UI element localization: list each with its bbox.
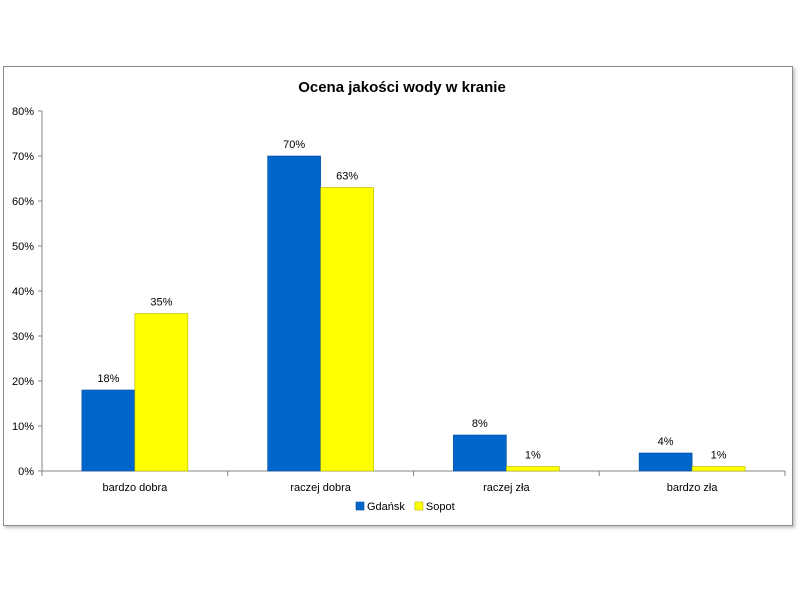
bars: [81, 155, 746, 472]
legend-label: Gdańsk: [367, 501, 405, 513]
legend-swatch: [414, 501, 424, 511]
data-label: 8%: [472, 418, 488, 430]
data-label: 18%: [97, 373, 119, 385]
category-label: bardzo zła: [667, 482, 719, 494]
chart-title: Ocena jakości wody w kranie: [298, 79, 506, 96]
y-axis: 0% 10% 20% 30% 40% 50% 60% 70% 80%: [12, 106, 43, 478]
y-tick-label: 30%: [12, 331, 34, 343]
data-label: 35%: [150, 297, 172, 309]
y-tick-label: 10%: [12, 421, 34, 433]
bar-gda-sk: [267, 155, 321, 472]
chart-area: Ocena jakości wody w kranie 0% 10% 20% 30% 4…: [3, 66, 793, 526]
bar-gda-sk: [453, 434, 507, 472]
bar-gda-sk: [638, 452, 693, 472]
y-tick-label: 60%: [12, 196, 34, 208]
y-tick-label: 20%: [12, 376, 34, 388]
y-tick-label: 40%: [12, 286, 34, 298]
legend: Gdańsk Sopot: [355, 501, 455, 513]
x-axis: bardzo dobra raczej dobra raczej zła bardzo…: [41, 470, 786, 494]
y-tick-label: 80%: [12, 106, 34, 118]
y-tick-label: 70%: [12, 151, 34, 163]
bar-sopot: [320, 187, 374, 472]
legend-label: Sopot: [426, 501, 455, 513]
data-label: 63%: [336, 171, 358, 183]
data-label: 1%: [711, 450, 727, 462]
y-tick-label: 50%: [12, 241, 34, 253]
bar-gda-sk: [81, 389, 136, 472]
legend-swatch: [355, 501, 365, 511]
category-label: raczej dobra: [290, 482, 351, 494]
bar-sopot: [506, 466, 560, 472]
data-label: 70%: [283, 139, 305, 151]
data-label: 1%: [525, 450, 541, 462]
y-tick-label: 0%: [18, 466, 34, 478]
category-label: bardzo dobra: [102, 482, 168, 494]
data-label: 4%: [658, 436, 674, 448]
data-labels: 18% 70% 8% 4% 35% 63% 1% 1%: [97, 139, 726, 462]
bar-chart: Ocena jakości wody w kranie 0% 10% 20% 30% 4…: [12, 79, 786, 513]
bar-sopot: [691, 466, 746, 472]
category-label: raczej zła: [483, 482, 530, 494]
bar-sopot: [134, 313, 189, 472]
